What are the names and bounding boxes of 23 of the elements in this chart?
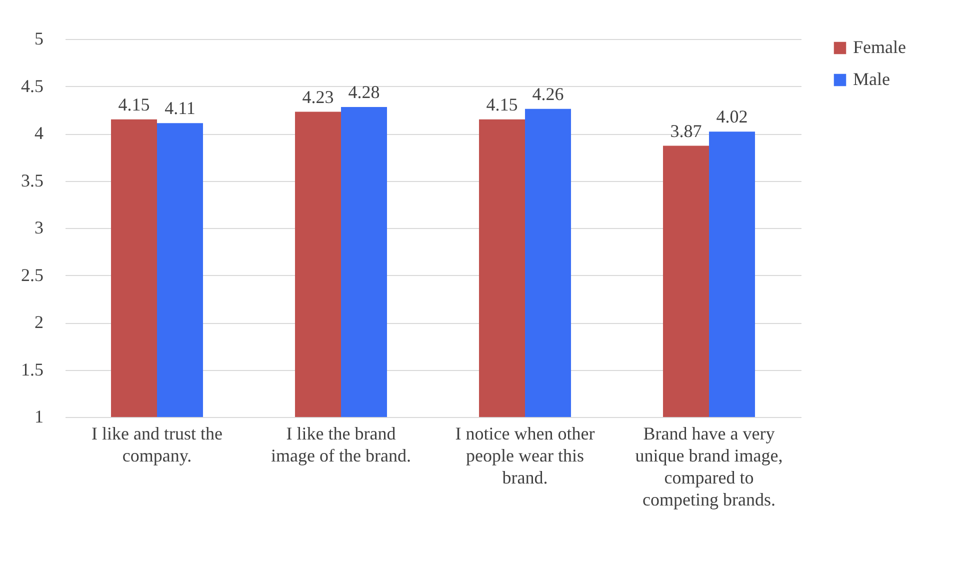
data-label: 3.87 [670,120,702,141]
data-label: 4.02 [716,106,748,127]
x-tick-label: I like and trust the company. [92,424,222,466]
y-tick-label: 2 [34,312,44,332]
y-tick-label: 3 [34,218,44,238]
y-tick-label: 1 [34,406,44,426]
data-label: 4.23 [302,86,334,107]
data-label: 4.15 [118,94,150,114]
data-label: 4.15 [486,94,518,114]
legend-label: Female [853,37,906,57]
y-tick-label: 4.5 [21,76,44,96]
data-label: 4.28 [348,82,380,102]
legend-label: Male [853,69,890,89]
y-tick-label: 3.5 [21,170,44,190]
y-tick-label: 4 [34,123,44,143]
data-label: 4.26 [532,84,564,104]
x-tick-label: Brand have a very unique brand image, compared to competing brands. [635,424,783,510]
y-tick-label: 5 [34,28,44,48]
data-label: 4.11 [164,98,196,118]
y-tick-label: 2.5 [21,264,44,285]
y-tick-label: 1.5 [21,359,44,380]
x-tick-label: I notice when other people wear this brand. [455,424,595,488]
x-tick-label: I like the brand image of the brand. [271,424,411,466]
